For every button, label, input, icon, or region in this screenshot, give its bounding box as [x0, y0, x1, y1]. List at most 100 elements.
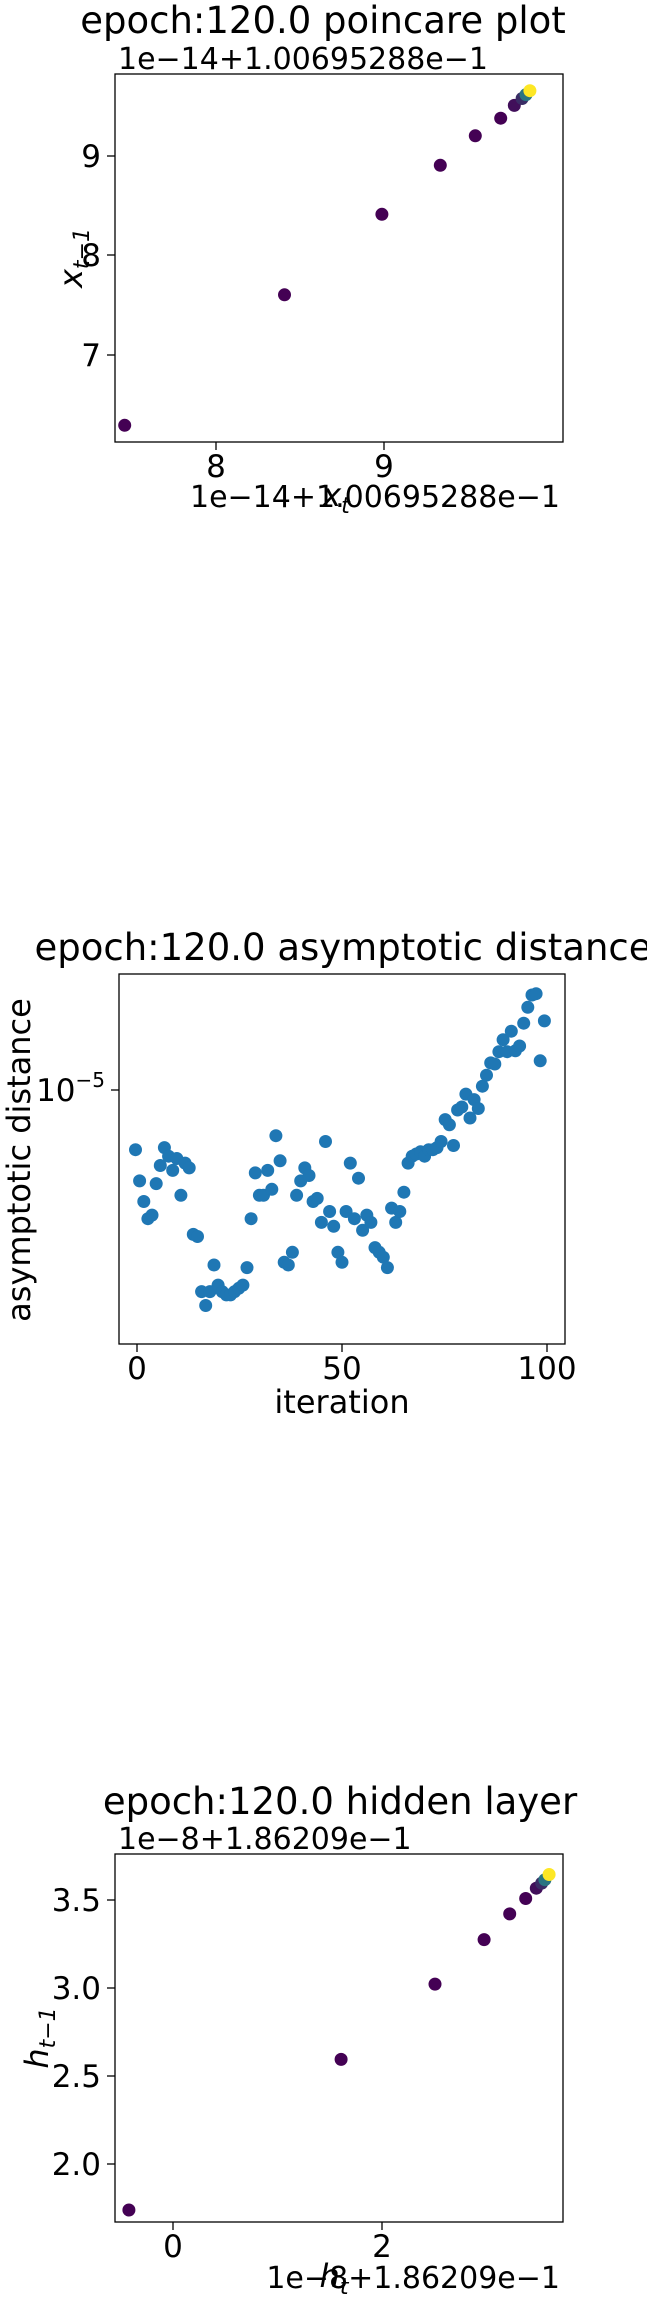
x-axis-ticks: 8 9	[206, 442, 394, 485]
data-point	[265, 1182, 279, 1196]
data-point	[153, 1159, 167, 1172]
x-axis-label-sub: t	[341, 494, 351, 519]
x-tick-label: 0	[127, 1351, 147, 1387]
data-point	[504, 1024, 518, 1038]
data-point	[356, 1223, 370, 1237]
data-point	[463, 1111, 477, 1125]
y-tick-label: 3.0	[52, 1971, 101, 2007]
x-axis-label-main: x	[321, 476, 342, 514]
data-point	[261, 1163, 275, 1177]
data-point	[331, 1245, 345, 1259]
data-point	[352, 1171, 365, 1185]
x-tick-label: 0	[163, 2229, 183, 2265]
y-tick-label: 7	[81, 338, 101, 374]
data-point	[199, 1299, 213, 1312]
x-axis-ticks: 0 2	[163, 2222, 392, 2265]
x-axis-label-sub: t	[340, 2275, 350, 2300]
y-tick-exponent: −5	[76, 1068, 105, 1092]
hidden-layer-chart: epoch:120.0 hidden layer 1e−8+1.86209e−1…	[18, 1780, 578, 2300]
data-point	[447, 1139, 460, 1152]
y-tick-label: 9	[81, 139, 101, 175]
y-axis-label-sub: t−1	[70, 228, 95, 269]
data-point	[334, 2052, 348, 2066]
data-point	[542, 1868, 556, 1881]
data-point	[475, 1079, 489, 1093]
y-axis-label-main: x	[52, 268, 90, 289]
chart-title: epoch:120.0 asymptotic distance	[34, 926, 647, 969]
x-axis-ticks: 0 50 100	[127, 1344, 577, 1387]
x-tick-label: 8	[206, 449, 226, 485]
x-axis-label: xt	[321, 476, 351, 519]
data-point	[278, 288, 291, 302]
data-point	[468, 129, 482, 143]
y-axis-ticks: 10−5	[36, 1068, 119, 1109]
y-offset-text: 1e−14+1.00695288e−1	[118, 42, 488, 77]
y-tick-label: 3.5	[52, 1883, 101, 1919]
data-point	[248, 1166, 262, 1180]
data-point	[145, 1208, 159, 1222]
data-point	[290, 1188, 304, 1202]
x-offset-text: 1e−14+1.00695288e−1	[190, 480, 560, 515]
data-point	[380, 1261, 394, 1275]
scatter-points	[118, 84, 537, 432]
y-tick-label: 2.0	[52, 2147, 101, 2183]
data-point	[240, 1261, 254, 1275]
data-point	[537, 1014, 551, 1028]
data-point	[442, 1118, 456, 1132]
data-point	[513, 1039, 527, 1053]
y-offset-text: 1e−8+1.86209e−1	[118, 1822, 412, 1857]
data-point	[347, 1212, 361, 1226]
data-point	[428, 1977, 442, 1991]
data-point	[480, 1068, 493, 1082]
chart-title: epoch:120.0 hidden layer	[103, 1780, 578, 1823]
scatter-points	[129, 987, 551, 1312]
data-point	[488, 1057, 502, 1071]
asymptotic-distance-chart: epoch:120.0 asymptotic distance 0 50 100…	[0, 926, 647, 1421]
data-point	[503, 1907, 517, 1921]
data-point	[471, 1102, 485, 1115]
data-point	[244, 1212, 258, 1226]
data-point	[494, 111, 508, 125]
x-tick-label: 9	[374, 449, 394, 485]
data-point	[285, 1245, 299, 1259]
y-axis-label: ht−1	[18, 2007, 61, 2068]
data-point	[323, 1205, 337, 1218]
data-point	[523, 84, 537, 98]
data-point	[375, 207, 389, 221]
data-point	[335, 1255, 349, 1269]
y-axis-ticks: 7 8 9	[81, 139, 115, 374]
x-axis-label: ht	[320, 2257, 350, 2300]
data-point	[133, 1174, 147, 1188]
data-point	[191, 1230, 204, 1243]
data-point	[529, 987, 543, 1001]
data-point	[376, 1250, 390, 1264]
data-point	[273, 1154, 287, 1168]
data-point	[319, 1135, 332, 1148]
y-axis-label: xt−1	[52, 228, 95, 289]
chart-title: epoch:120.0 poincare plot	[80, 0, 566, 42]
data-point	[434, 1135, 448, 1148]
data-point	[364, 1215, 378, 1229]
data-point	[455, 1100, 469, 1114]
data-point	[236, 1278, 250, 1292]
data-point	[137, 1195, 151, 1208]
x-axis-label: iteration	[274, 1383, 409, 1421]
data-point	[327, 1219, 341, 1233]
x-tick-label: 2	[372, 2229, 392, 2265]
data-point	[533, 1054, 547, 1068]
data-point	[477, 1933, 491, 1947]
data-point	[281, 1258, 295, 1272]
data-point	[397, 1185, 411, 1199]
scatter-points	[122, 1868, 556, 2217]
y-tick-label: 2.5	[52, 2059, 101, 2095]
data-point	[519, 1892, 533, 1905]
data-point	[433, 158, 447, 172]
y-axis-label-sub: t−1	[36, 2007, 61, 2048]
data-point	[389, 1215, 403, 1229]
plot-frame	[114, 1853, 564, 2223]
data-point	[343, 1156, 357, 1170]
x-axis-label-main: h	[320, 2257, 340, 2295]
y-axis-ticks: 2.0 2.5 3.0 3.5	[52, 1883, 115, 2183]
data-point	[118, 418, 132, 432]
data-point	[166, 1163, 180, 1177]
